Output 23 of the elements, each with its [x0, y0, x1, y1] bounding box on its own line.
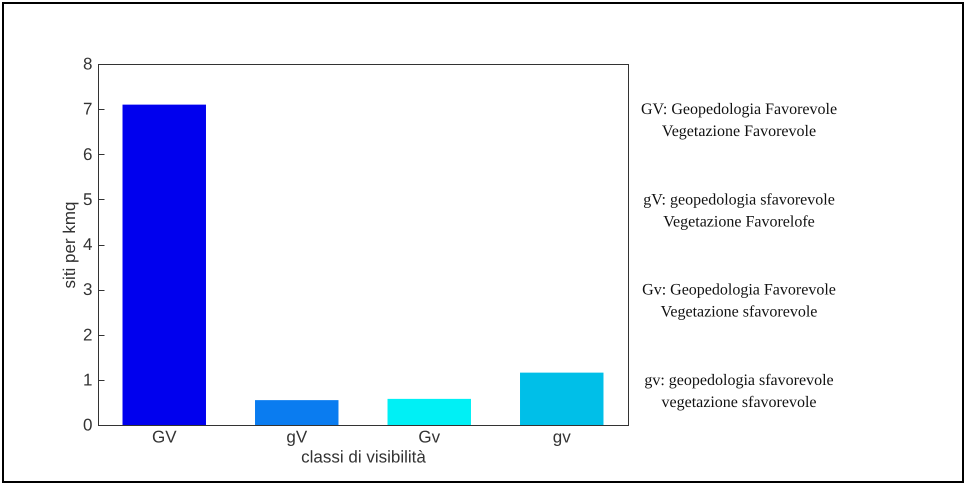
- x-tick-label: GV: [152, 428, 178, 446]
- bar: [255, 400, 338, 425]
- text: GV: Geopedologia Favorevole Vegetazione Favorevole: [640, 101, 838, 140]
- y-axis-title: siti per kmq: [60, 202, 80, 288]
- y-tick-label: 8: [83, 54, 92, 74]
- y-tick-label: 6: [83, 144, 92, 164]
- y-tick-label: 7: [83, 100, 92, 119]
- bar: [122, 104, 206, 425]
- y-tick-label: 2: [83, 325, 92, 344]
- text: Gv: Geopedologia Favorevole Vegetazione sfavorevole: [642, 282, 836, 321]
- x-tick-label: Gv: [418, 428, 441, 446]
- y-tick-label: 0: [83, 416, 92, 434]
- text: gv: geopedologia sfavorevole vegetazione sfavorevole: [644, 372, 834, 411]
- bar: [520, 372, 604, 425]
- y-tick-label: 3: [83, 280, 92, 300]
- text: gV: geopedologia sfavorevole Vegetazione Favorelofe: [643, 191, 835, 230]
- y-tick-label: 5: [83, 190, 92, 209]
- y-tick-label: 1: [83, 370, 92, 390]
- bar: [388, 398, 471, 425]
- x-axis-title: classi di visibilità: [301, 448, 426, 466]
- y-tick-label: 4: [83, 235, 92, 254]
- x-tick-label: gV: [286, 428, 308, 446]
- x-tick-label: gv: [552, 428, 572, 446]
